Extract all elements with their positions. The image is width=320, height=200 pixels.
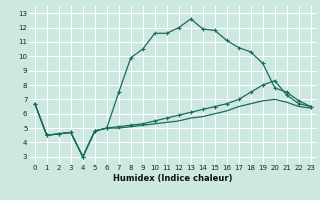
X-axis label: Humidex (Indice chaleur): Humidex (Indice chaleur) xyxy=(113,174,233,183)
